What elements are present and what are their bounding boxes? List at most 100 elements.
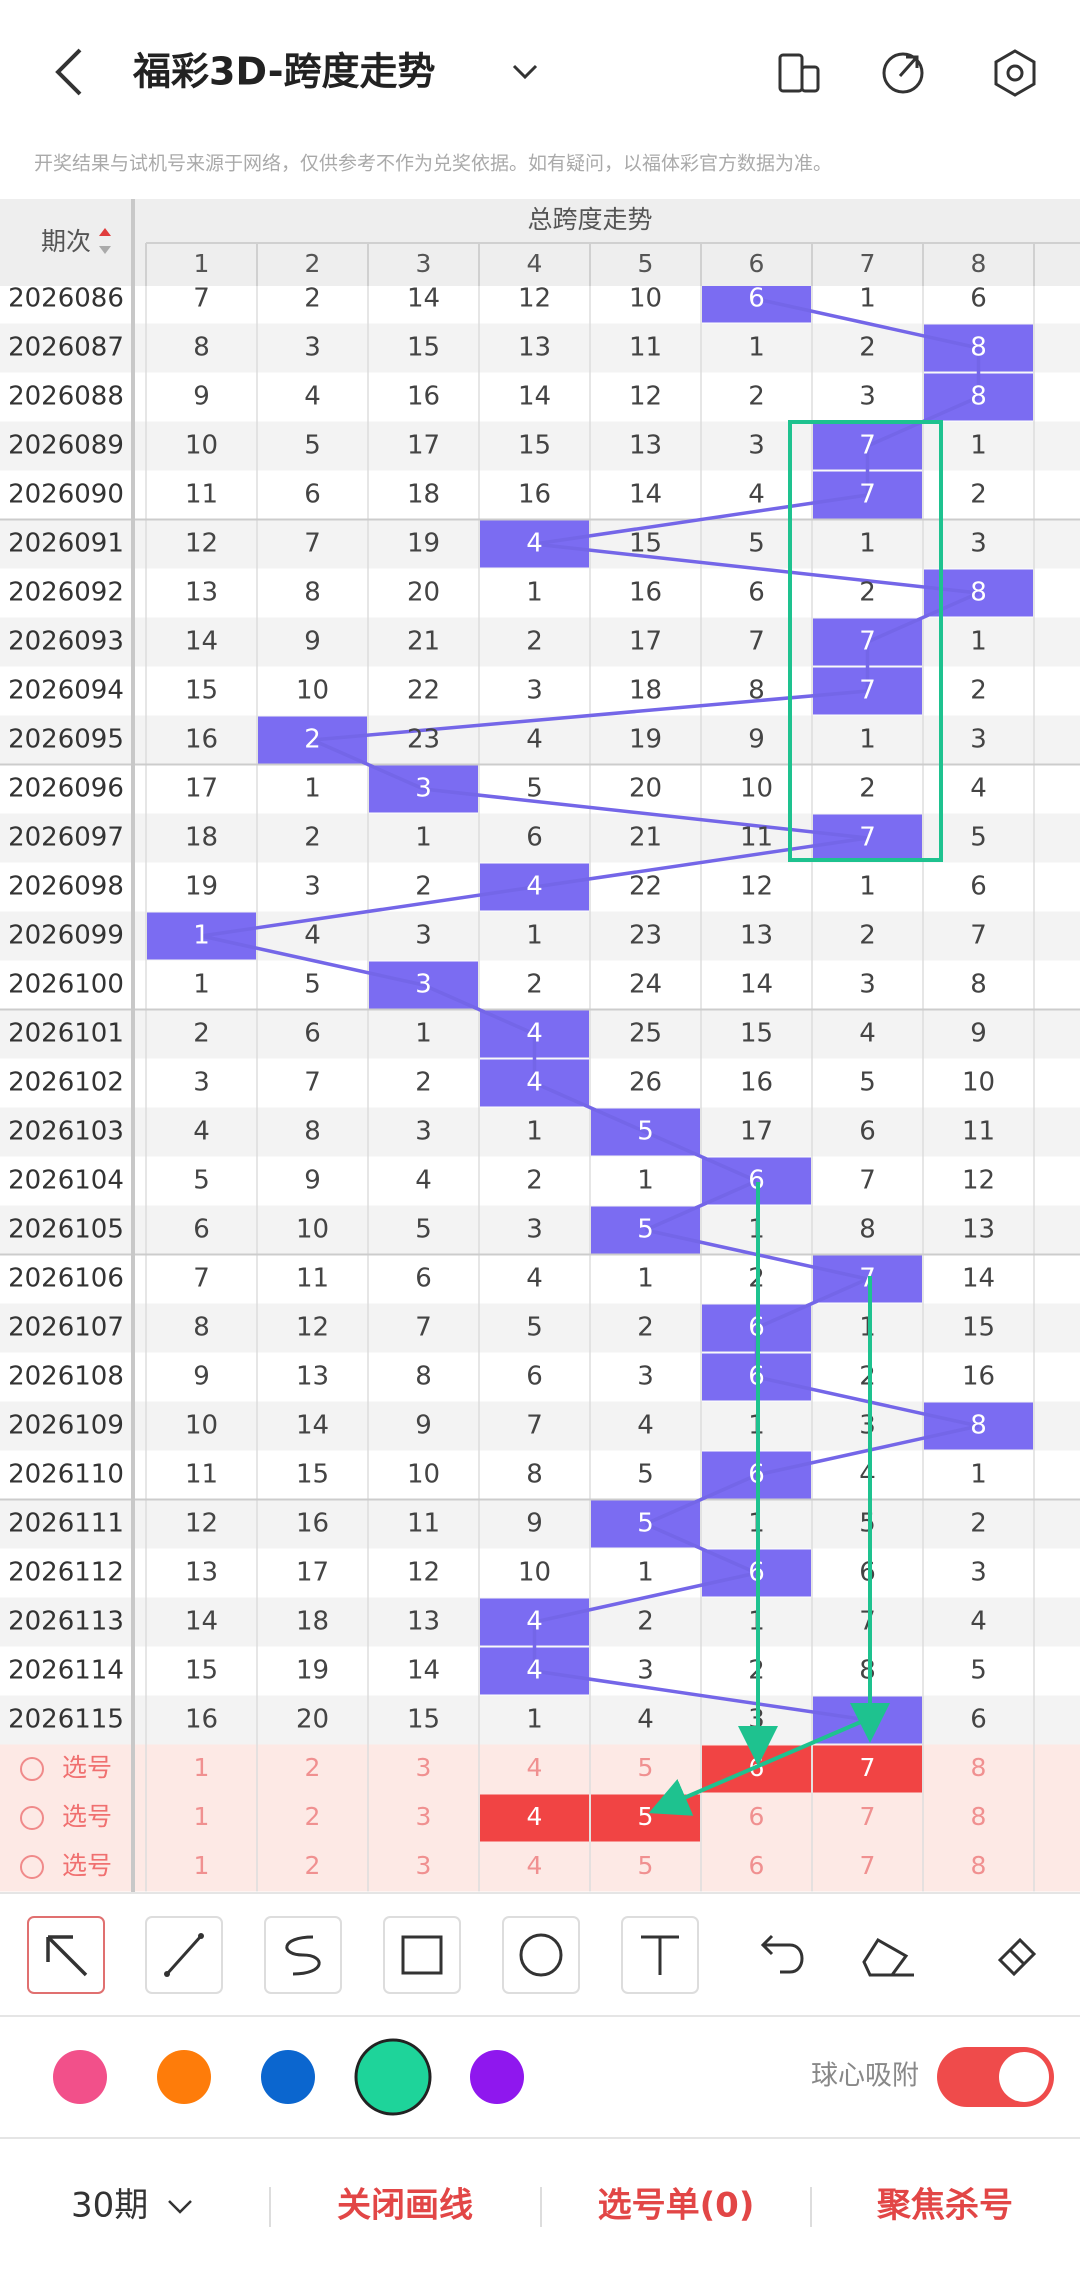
miss-value: 15 xyxy=(407,1705,440,1735)
tool-undo[interactable] xyxy=(760,1934,804,1974)
select-radio[interactable] xyxy=(20,1855,44,1879)
select-number[interactable]: 8 xyxy=(971,1802,987,1831)
color-orange[interactable] xyxy=(157,2050,211,2104)
close-lines-button[interactable]: 关闭画线 xyxy=(337,2186,473,2226)
miss-value: 9 xyxy=(748,725,765,755)
miss-value: 2 xyxy=(637,1607,654,1637)
miss-value: 6 xyxy=(304,1019,321,1049)
miss-value: 10 xyxy=(962,1068,995,1098)
tool-line[interactable] xyxy=(145,1916,223,1994)
snap-label: 球心吸附 xyxy=(811,2061,919,2092)
share-icon[interactable] xyxy=(882,52,924,94)
select-number[interactable]: 4 xyxy=(527,1753,543,1782)
select-number[interactable]: 4 xyxy=(527,1851,543,1880)
miss-value: 10 xyxy=(185,431,218,461)
select-number[interactable]: 1 xyxy=(194,1802,210,1831)
period: 2026104 xyxy=(8,1166,124,1196)
miss-value: 6 xyxy=(304,480,321,510)
frozen-divider xyxy=(131,199,135,1892)
tool-clear[interactable] xyxy=(997,1937,1037,1977)
miss-value: 7 xyxy=(748,627,765,657)
color-purple[interactable] xyxy=(470,2050,524,2104)
select-number[interactable]: 6 xyxy=(749,1802,765,1831)
hit-value: 7 xyxy=(859,627,876,657)
focus-kill-button[interactable]: 聚焦杀号 xyxy=(876,2186,1013,2226)
select-number[interactable]: 3 xyxy=(416,1851,432,1880)
select-number[interactable]: 1 xyxy=(194,1851,210,1880)
select-number[interactable]: 1 xyxy=(194,1753,210,1782)
select-number[interactable]: 5 xyxy=(638,1753,654,1782)
period: 2026087 xyxy=(8,333,124,363)
select-number[interactable]: 7 xyxy=(860,1753,876,1782)
trend-line xyxy=(534,542,979,595)
miss-value: 6 xyxy=(970,872,987,902)
device-icon[interactable] xyxy=(778,53,820,93)
select-number[interactable]: 4 xyxy=(527,1802,543,1831)
trend-line xyxy=(644,1179,758,1232)
sort-up[interactable] xyxy=(99,228,111,236)
miss-value: 19 xyxy=(185,872,218,902)
miss-value: 6 xyxy=(526,1362,543,1392)
miss-value: 17 xyxy=(185,774,218,804)
period: 2026093 xyxy=(8,627,124,657)
title-dropdown[interactable] xyxy=(512,64,538,80)
miss-value: 6 xyxy=(748,578,765,608)
tool-curve[interactable] xyxy=(264,1916,342,1994)
select-number[interactable]: 3 xyxy=(416,1753,432,1782)
miss-value: 3 xyxy=(526,1215,543,1245)
select-radio[interactable] xyxy=(20,1806,44,1830)
tool-pointer[interactable] xyxy=(27,1916,105,1994)
select-number[interactable]: 2 xyxy=(305,1851,321,1880)
select-number[interactable]: 2 xyxy=(305,1802,321,1831)
selection-button[interactable]: 选号单(0) xyxy=(598,2186,755,2226)
select-radio[interactable] xyxy=(20,1757,44,1781)
miss-value: 11 xyxy=(962,1117,995,1147)
select-number[interactable]: 6 xyxy=(749,1851,765,1880)
miss-value: 12 xyxy=(962,1166,995,1196)
miss-value: 2 xyxy=(859,774,876,804)
miss-value: 5 xyxy=(304,970,321,1000)
trend-line xyxy=(755,1277,869,1330)
miss-value: 1 xyxy=(859,872,876,902)
miss-value: 11 xyxy=(740,823,773,853)
miss-value: 13 xyxy=(962,1215,995,1245)
select-number[interactable]: 8 xyxy=(971,1753,987,1782)
miss-value: 18 xyxy=(296,1607,329,1637)
tool-eraser[interactable] xyxy=(862,1937,914,1977)
color-green[interactable] xyxy=(354,2038,432,2116)
sort-down[interactable] xyxy=(99,246,111,254)
select-number[interactable]: 5 xyxy=(638,1802,654,1831)
select-number[interactable]: 3 xyxy=(416,1802,432,1831)
miss-value: 20 xyxy=(296,1705,329,1735)
miss-value: 1 xyxy=(193,970,210,1000)
hit-value: 4 xyxy=(526,1607,543,1637)
back-button[interactable] xyxy=(55,48,82,96)
color-blue[interactable] xyxy=(261,2050,315,2104)
hit-value: 7 xyxy=(859,480,876,510)
snap-toggle[interactable] xyxy=(937,2047,1054,2107)
select-number[interactable]: 2 xyxy=(305,1753,321,1782)
miss-value: 8 xyxy=(193,333,210,363)
period: 2026095 xyxy=(8,725,124,755)
tool-circle[interactable] xyxy=(502,1916,580,1994)
miss-value: 3 xyxy=(748,431,765,461)
select-number[interactable]: 5 xyxy=(638,1851,654,1880)
miss-value: 2 xyxy=(415,1068,432,1098)
period: 2026112 xyxy=(8,1558,124,1588)
miss-value: 6 xyxy=(859,1558,876,1588)
period: 2026096 xyxy=(8,774,124,804)
select-number[interactable]: 7 xyxy=(860,1851,876,1880)
settings-icon[interactable] xyxy=(994,49,1036,97)
tool-text[interactable] xyxy=(621,1916,699,1994)
select-number[interactable]: 7 xyxy=(860,1802,876,1831)
hit-value: 2 xyxy=(304,725,321,755)
trend-line xyxy=(644,1473,758,1526)
period-filter[interactable]: 30期 xyxy=(71,2186,148,2226)
tool-rect[interactable] xyxy=(383,1916,461,1994)
select-number[interactable]: 8 xyxy=(971,1851,987,1880)
color-pink[interactable] xyxy=(53,2050,107,2104)
filter-dropdown[interactable] xyxy=(168,2200,192,2214)
miss-value: 1 xyxy=(859,529,876,559)
hit-value: 1 xyxy=(193,921,210,951)
